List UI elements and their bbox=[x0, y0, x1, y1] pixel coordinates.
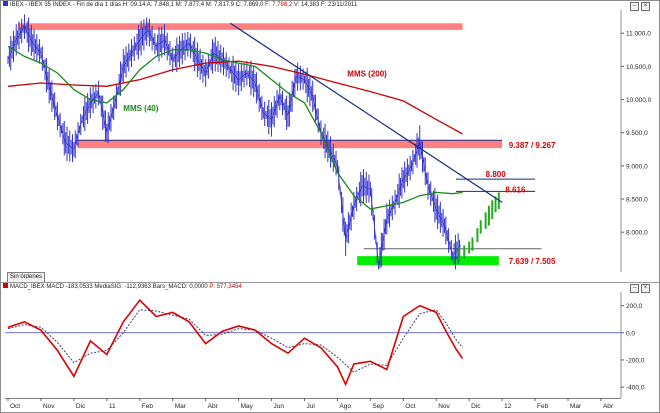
band2-label: 7.639 / 7.505 bbox=[509, 257, 556, 266]
x-tick-label: Dic bbox=[76, 403, 86, 410]
x-tick-label: Ago bbox=[339, 403, 351, 410]
x-tick-label: Nov bbox=[438, 403, 450, 410]
x-tick-label: Feb bbox=[142, 403, 154, 410]
panel-divider[interactable] bbox=[1, 282, 659, 283]
mms200-label: MMS (200) bbox=[347, 69, 387, 78]
macd-panel-header: MACD_IBEX MACD -183,0533 MediaSIG: -112,… bbox=[1, 283, 621, 292]
price-line bbox=[7, 25, 462, 266]
ohlc-readout: H: 09.14 A: 7.848,1 M: 7.877,4 M: 7.817,… bbox=[122, 2, 264, 8]
macd-price: P: 577,3454 bbox=[209, 284, 242, 290]
band1-label: 9.387 / 9.267 bbox=[509, 141, 556, 150]
x-tick-label: Sep bbox=[372, 403, 384, 410]
x-tick-label: Abr bbox=[208, 403, 219, 410]
x-tick-label: 12 bbox=[504, 403, 512, 410]
level-8616-label: 8.616 bbox=[505, 185, 526, 194]
mms200-line bbox=[7, 60, 463, 135]
macd-y-tick-label: -400,0 bbox=[626, 385, 645, 392]
macd-name: MACD_IBEX MACD bbox=[10, 284, 65, 290]
price-y-tick-label: 9.000,0 bbox=[626, 163, 648, 170]
change-readout: F: 7.798,2 bbox=[265, 2, 293, 8]
resistance-band-mid bbox=[77, 140, 503, 149]
x-tick-label: Feb bbox=[537, 403, 549, 410]
x-tick-label: Oct bbox=[10, 403, 20, 410]
price-chart: MMS (40) MMS (200) 9.387 / 9.267 7.639 / 7.… bbox=[5, 10, 652, 272]
mms40-label: MMS (40) bbox=[123, 104, 158, 113]
price-y-tick-label: 9.500,0 bbox=[626, 130, 648, 137]
macd-y-tick-label: 0,0 bbox=[626, 330, 635, 337]
macd-line bbox=[7, 298, 464, 387]
instrument-label: IBEX - IBEX 35 INDEX - Fin de día 1 días bbox=[10, 2, 122, 8]
resistance-band-top bbox=[17, 23, 463, 30]
macd-signal: MediaSIG: -112,9363 bbox=[94, 284, 151, 290]
support-band bbox=[357, 256, 499, 266]
x-tick-label: May bbox=[241, 403, 254, 410]
x-tick-label: 11 bbox=[109, 403, 116, 410]
macd-close-icon[interactable]: × bbox=[641, 284, 650, 293]
mms40-line bbox=[7, 45, 463, 210]
volume-date-readout: V: 14.383 F: 23/11/2011 bbox=[293, 2, 358, 8]
price-y-tick-label: 10.000,0 bbox=[626, 97, 652, 104]
macd-value: -183,0533 bbox=[65, 284, 93, 290]
series-color-icon bbox=[3, 1, 8, 6]
x-tick-label: Abr bbox=[603, 403, 614, 410]
price-y-tick-label: 11.000,0 bbox=[626, 31, 651, 38]
level-8800-label: 8.800 bbox=[486, 170, 507, 179]
price-y-tick-label: 8.500,0 bbox=[626, 197, 648, 204]
macd-y-tick-label: 200,0 bbox=[626, 303, 643, 310]
x-tick-label: Dic bbox=[471, 403, 481, 410]
x-tick-label: Jun bbox=[274, 403, 285, 410]
x-tick-label: Mar bbox=[570, 403, 582, 410]
signal-line bbox=[7, 309, 463, 373]
price-y-tick-label: 8.000,0 bbox=[626, 230, 648, 237]
close-icon[interactable]: × bbox=[641, 2, 650, 11]
macd-plot-area bbox=[5, 292, 621, 398]
macd-y-tick-label: -200,0 bbox=[626, 357, 645, 364]
trendline bbox=[230, 22, 503, 203]
x-tick-label: Mar bbox=[175, 403, 187, 410]
x-tick-label: Jul bbox=[306, 403, 315, 410]
macd-chart: 200,0 0,0 -200,0 -400,0 bbox=[5, 292, 645, 398]
macd-color-icon bbox=[3, 283, 8, 288]
x-tick-label: Oct bbox=[405, 403, 415, 410]
x-axis: Oct Nov Dic 11 Feb Mar Abr May Jun Jul Ago Sep Oct No… bbox=[5, 398, 621, 410]
macd-minimize-icon[interactable]: – bbox=[630, 284, 639, 293]
price-panel-header: IBEX - IBEX 35 INDEX - Fin de día 1 días… bbox=[1, 1, 621, 10]
macd-zero: Bars_MACD: 0,0000 bbox=[152, 284, 208, 290]
x-tick-label: Nov bbox=[43, 403, 55, 410]
price-y-tick-label: 10.500,0 bbox=[626, 64, 652, 71]
minimize-icon[interactable]: – bbox=[630, 2, 639, 11]
